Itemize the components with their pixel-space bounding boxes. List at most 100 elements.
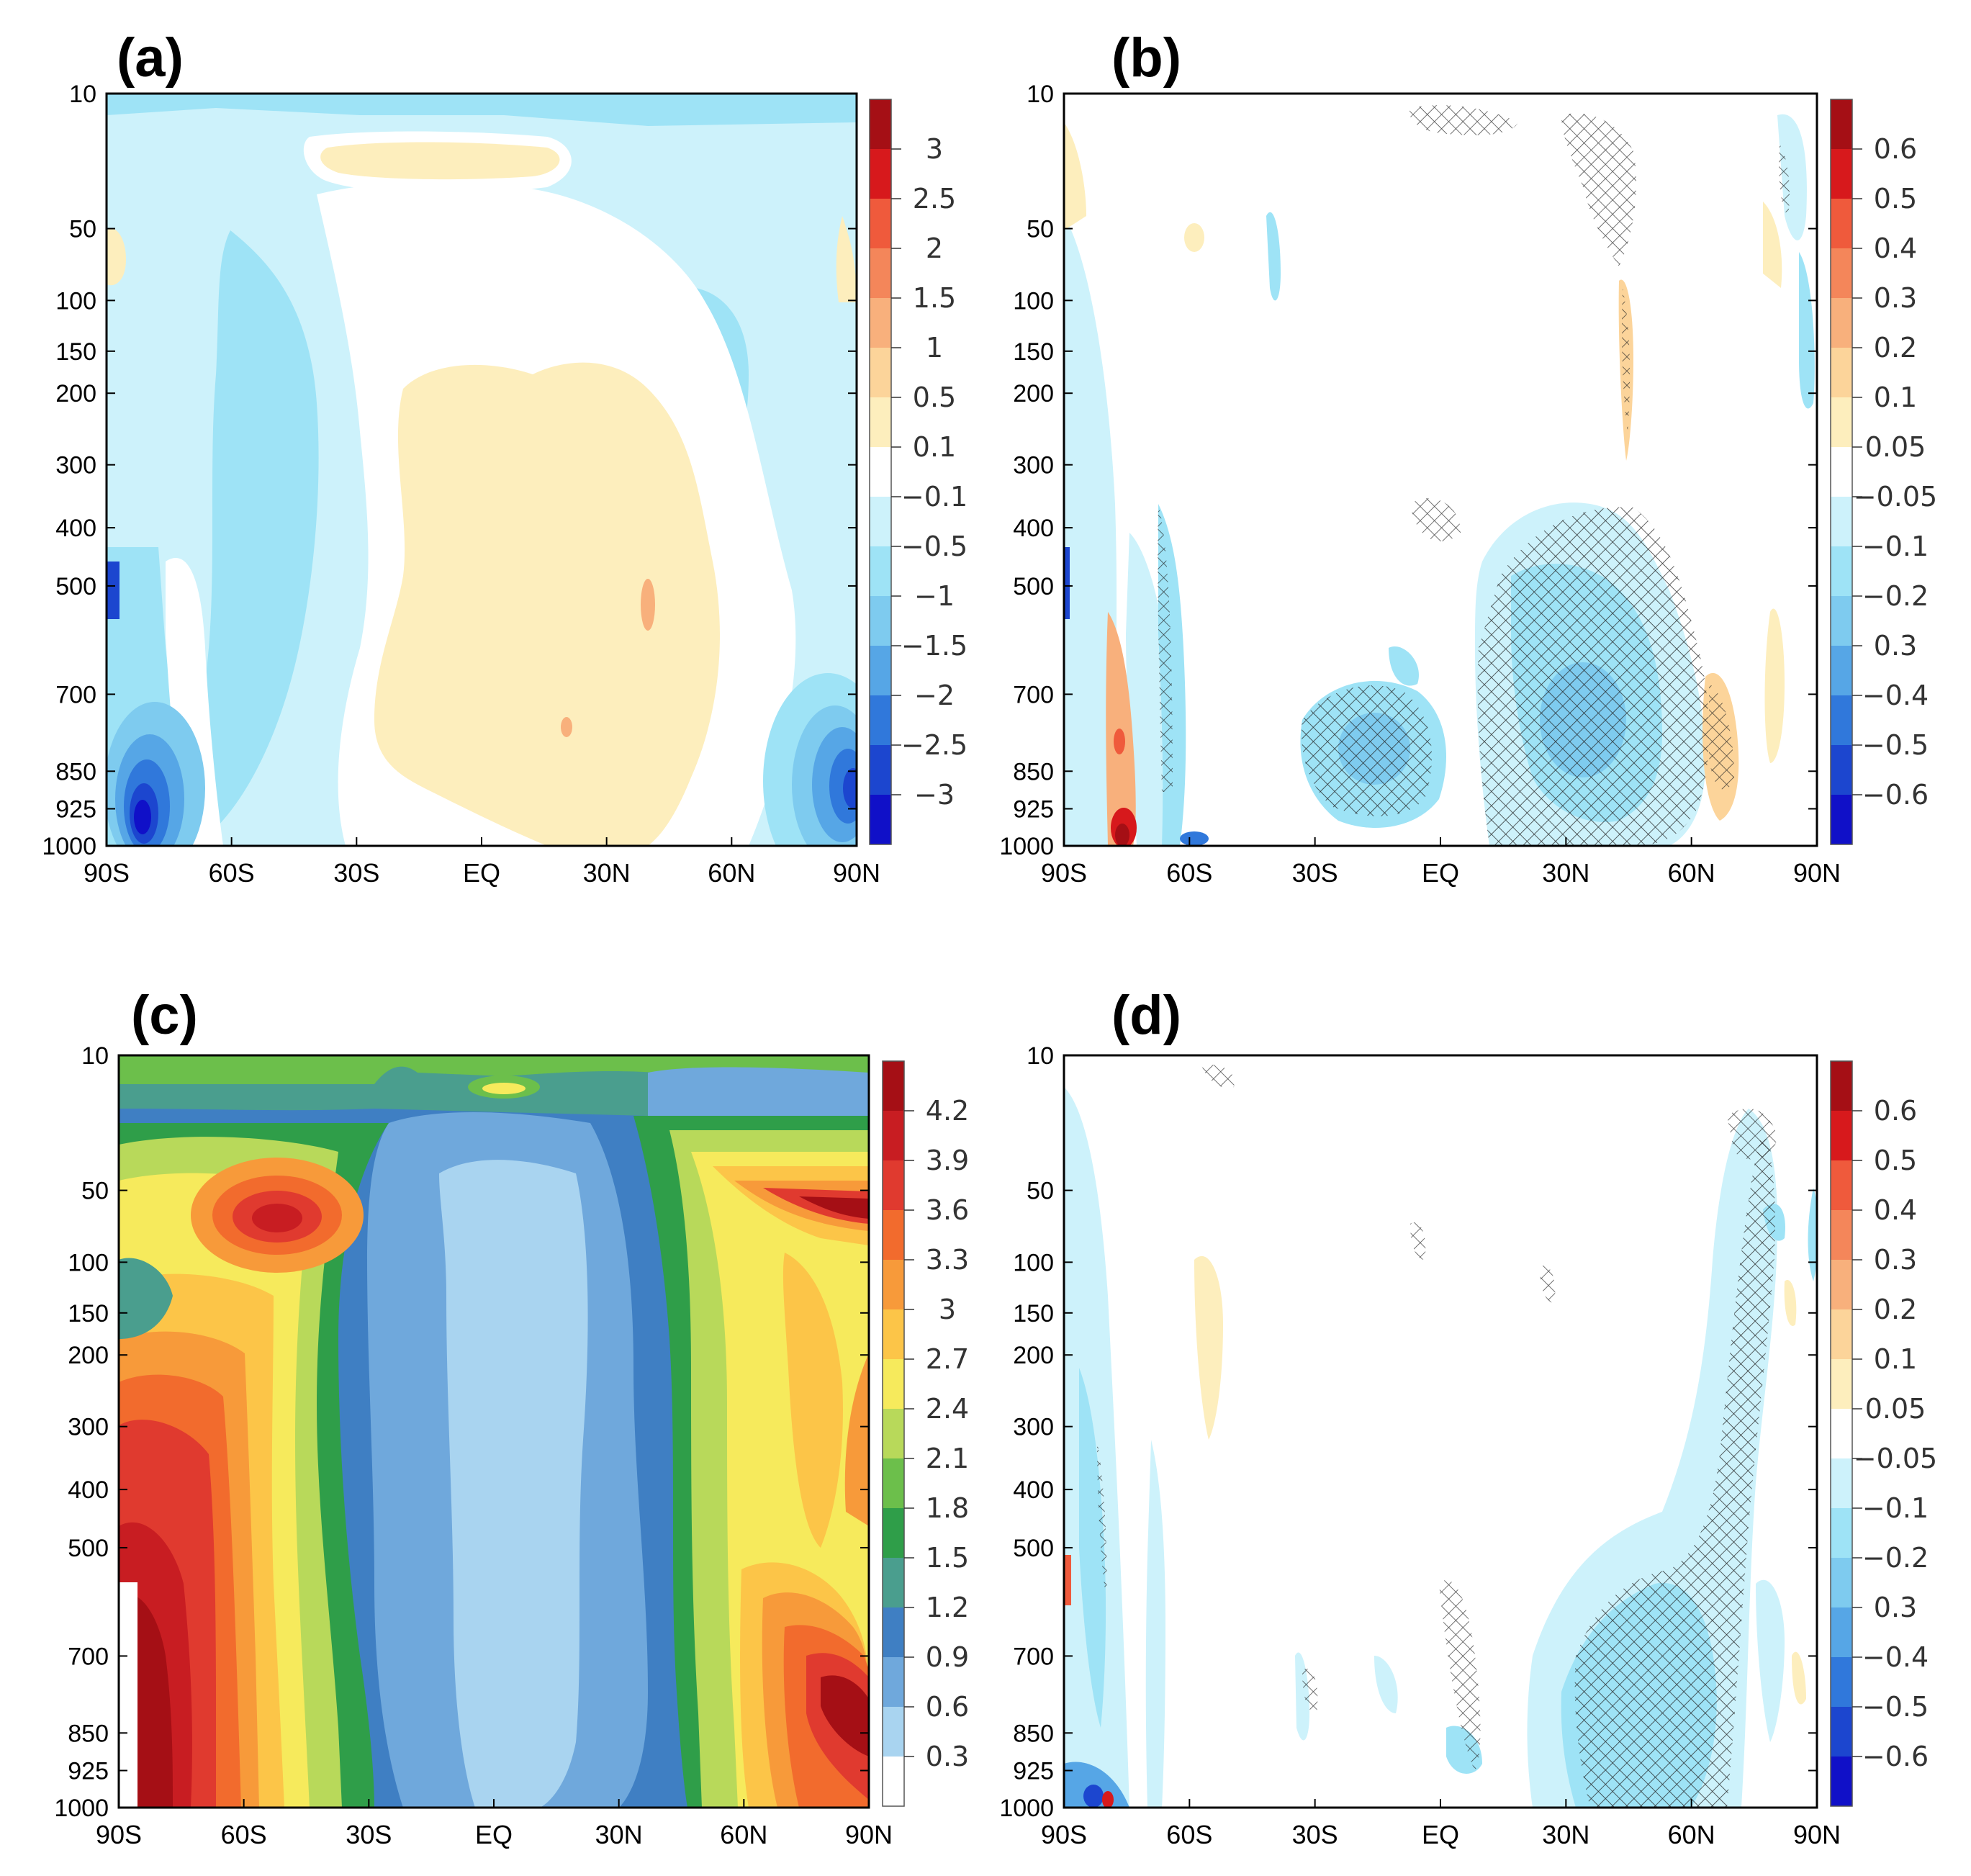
y-tick-label: 50 — [81, 1178, 109, 1205]
y-tick-label: 500 — [68, 1535, 109, 1562]
y-axis: 10 50 100 150 200 300 400 500 700 850 925 1000 — [42, 81, 857, 860]
hatch-subtropical — [1477, 507, 1709, 846]
y-tick-label: 1000 — [54, 1795, 109, 1822]
y-tick-label: 10 — [81, 1042, 109, 1070]
ant-positive-spot — [1114, 729, 1125, 754]
colorbar: 0.6 0.5 0.4 0.3 0.2 0.1 0.05 −0.05 −0.1 −0.2 0.3 −0… — [1830, 99, 1937, 845]
colorbar-swatch — [1831, 447, 1852, 497]
colorbar-label: −0.4 — [1862, 680, 1929, 711]
edge-sliver — [1064, 547, 1070, 619]
x-tick-label: 60N — [708, 858, 755, 888]
nh-upper-positive — [836, 216, 857, 302]
colorbar-swatch — [1831, 99, 1852, 150]
y-tick-label: 100 — [1013, 1249, 1054, 1276]
y-tick-label: 400 — [1013, 515, 1054, 542]
colorbar-label: −2 — [914, 680, 955, 711]
x-axis: 90S 60S 30S EQ 30N 60N 90N — [96, 1799, 893, 1849]
x-tick-label: 90N — [1793, 858, 1841, 888]
panel-title: (b) — [1111, 27, 1181, 89]
field-b — [1064, 105, 1815, 846]
nh-pos-spot — [1784, 1280, 1797, 1326]
colorbar-label: −1 — [914, 580, 955, 612]
colorbar-label: 0.1 — [1874, 1343, 1917, 1375]
colorbar-label: 0.9 — [926, 1641, 969, 1673]
colorbar-swatch — [883, 1111, 904, 1161]
ant-neg-spot — [1180, 831, 1209, 846]
x-tick-label: 30S — [333, 858, 379, 888]
colorbar-swatch — [883, 1359, 904, 1410]
y-tick-label: 925 — [55, 795, 96, 823]
y-tick-label: 400 — [55, 515, 96, 542]
panel-d-svg: (d) — [999, 985, 1937, 1849]
colorbar-label: −0.5 — [1862, 1691, 1929, 1723]
colorbar-label: 0.6 — [926, 1691, 969, 1723]
colorbar-label: 0.2 — [1874, 332, 1917, 364]
sh-neg-band-2 — [1126, 533, 1169, 846]
colorbar: 4.2 3.9 3.6 3.3 3 2.7 2.4 2.1 1.8 1.5 1.2 0.9 0.6 0.3 — [882, 1060, 969, 1807]
colorbar-label: 0.1 — [1874, 382, 1917, 413]
colorbar-swatch — [870, 248, 891, 299]
x-axis: 90S 60S 30S EQ 30N 60N 90N — [1041, 1799, 1841, 1849]
colorbar-label: 0.3 — [1874, 630, 1917, 662]
colorbar-label: 0.6 — [1874, 1095, 1917, 1127]
colorbar-label: 0.2 — [1874, 1294, 1917, 1325]
nh-pos-low — [1792, 1651, 1806, 1705]
panel-d: (d) — [986, 936, 1971, 1876]
colorbar-label: 0.6 — [1874, 133, 1917, 165]
sh-edge-sliver — [107, 562, 119, 619]
colorbar: 3 2.5 2 1.5 1 0.5 0.1 −0.1 −0.5 −1 −1.5 −2 −2.5 −3 — [869, 99, 968, 845]
colorbar-swatch — [1831, 199, 1852, 249]
x-axis: 90S 60S 30S EQ 30N 60N 90N — [84, 837, 880, 888]
x-tick-label: 90S — [1041, 1820, 1087, 1849]
colorbar-swatch — [883, 1607, 904, 1658]
colorbar-swatch — [883, 1707, 904, 1757]
hatch-small-2 — [1540, 1266, 1556, 1303]
x-tick-label: EQ — [463, 858, 500, 888]
colorbar-frame — [882, 1060, 905, 1807]
x-tick-label: 30N — [583, 858, 631, 888]
sh-jet-4 — [252, 1204, 302, 1232]
x-tick-label: 60S — [221, 1820, 267, 1849]
colorbar-swatch — [870, 795, 891, 845]
hatch-sh-strip — [1158, 504, 1173, 792]
y-axis: 10 50 100 150 200 300 400 500 700 850 925 1000 — [999, 81, 1817, 860]
hatch-nh-low — [1709, 684, 1734, 790]
colorbar-swatch — [1831, 1160, 1852, 1211]
colorbar-swatch — [1831, 248, 1852, 299]
y-tick-label: 400 — [1013, 1476, 1054, 1504]
nh-max-low — [821, 1675, 869, 1757]
colorbar-swatch — [883, 1160, 904, 1211]
y-tick-label: 850 — [55, 758, 96, 785]
colorbar-label: 0.5 — [913, 382, 956, 413]
colorbar-label: −0.2 — [1862, 580, 1929, 612]
y-tick-label: 700 — [1013, 1643, 1054, 1670]
colorbar-label: 0.05 — [1865, 431, 1926, 463]
colorbar-label: −0.4 — [1862, 1641, 1929, 1673]
y-tick-label: 200 — [1013, 1342, 1054, 1369]
colorbar-label: −0.05 — [1854, 1443, 1937, 1474]
colorbar-swatch — [883, 1260, 904, 1310]
colorbar-swatch — [870, 596, 891, 646]
colorbar-frame — [1830, 99, 1853, 845]
y-tick-label: 700 — [55, 681, 96, 708]
colorbar-swatch — [1831, 1458, 1852, 1509]
mid-trop-positive — [374, 362, 720, 846]
y-tick-label: 100 — [55, 287, 96, 315]
colorbar-swatch — [1831, 795, 1852, 845]
x-tick-label: 60S — [1166, 1820, 1212, 1849]
hatch-sh — [1302, 685, 1432, 816]
missing-data-corner — [119, 1582, 137, 1808]
colorbar-label: −0.1 — [1862, 531, 1929, 562]
y-tick-label: 700 — [68, 1643, 109, 1670]
colorbar-swatch — [1831, 1309, 1852, 1360]
nh-neg-strip — [1808, 1188, 1817, 1281]
colorbar-swatch — [1831, 1260, 1852, 1310]
y-tick-label: 150 — [1013, 1300, 1054, 1327]
colorbar-label: 0.05 — [1865, 1393, 1926, 1425]
x-tick-label: 90S — [96, 1820, 142, 1849]
y-tick-label: 50 — [69, 216, 96, 243]
y-tick-label: 1000 — [999, 1795, 1054, 1822]
colorbar-swatch — [870, 447, 891, 497]
y-tick-label: 150 — [55, 338, 96, 366]
y-tick-label: 50 — [1027, 1178, 1054, 1205]
